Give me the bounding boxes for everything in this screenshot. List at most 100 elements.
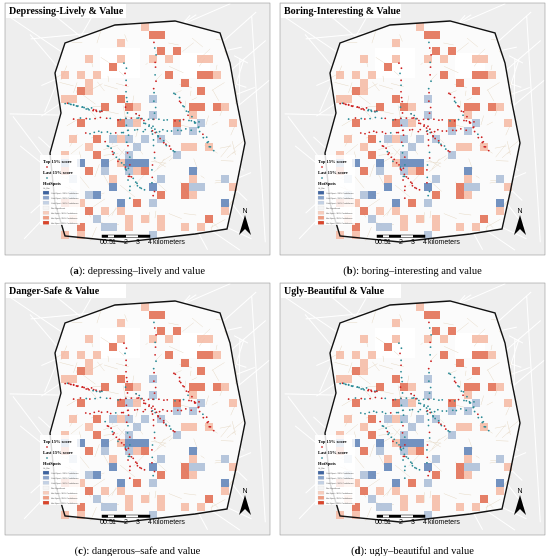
street <box>428 439 441 448</box>
street <box>346 321 358 323</box>
street <box>353 175 365 189</box>
street <box>382 75 385 82</box>
scale-seg <box>389 515 401 518</box>
hotspot-cell <box>416 447 424 455</box>
road-score <box>459 408 462 410</box>
road-score <box>125 84 127 87</box>
street <box>184 380 186 391</box>
road-score <box>136 182 138 185</box>
hotspot-cell <box>101 487 109 495</box>
road-score <box>150 407 153 409</box>
hotspot-cell <box>464 471 472 479</box>
road-score <box>125 90 127 93</box>
road <box>233 55 249 64</box>
street <box>437 155 447 162</box>
hotspot-cell <box>464 455 472 463</box>
road-score <box>142 410 145 413</box>
road-score <box>127 129 130 132</box>
hotspot-cell <box>360 207 368 215</box>
road-score <box>428 431 431 434</box>
road-score <box>402 179 404 181</box>
road-score <box>128 164 131 166</box>
road <box>526 15 541 243</box>
hotspot-cell <box>496 199 504 207</box>
hotspot-cell <box>424 335 432 343</box>
road-score <box>127 459 129 461</box>
road-score <box>144 402 147 405</box>
legend-field: Gi_Bin <box>43 468 50 470</box>
road-score <box>453 399 456 402</box>
hotspot-cell <box>416 303 424 311</box>
road-score <box>403 455 406 458</box>
hotspot-cell <box>464 183 472 191</box>
hotspot-cell <box>125 399 133 407</box>
road-score <box>384 117 387 120</box>
road-score <box>193 122 196 124</box>
hotspot-cell <box>416 135 424 143</box>
hotspot-cell <box>149 231 157 239</box>
hotspot-cell <box>400 151 408 159</box>
hotspot-cell <box>221 207 229 215</box>
street <box>399 314 403 322</box>
road-score <box>460 110 463 112</box>
road-score <box>130 175 133 178</box>
road-score <box>92 389 94 392</box>
hotspot-cell <box>149 111 157 119</box>
hotspot-cell <box>149 199 157 207</box>
scale-seg <box>413 235 425 238</box>
hotspot-cell <box>368 151 376 159</box>
road-score <box>427 139 430 141</box>
hotspot-cell <box>456 423 464 431</box>
hotspot-cell <box>157 311 165 319</box>
road-score <box>205 136 208 139</box>
road-score <box>109 412 112 415</box>
road-score <box>453 100 456 103</box>
road-score <box>402 175 405 178</box>
hotspot-cell <box>189 167 197 175</box>
street <box>182 322 194 332</box>
scale-label: 1 <box>387 519 391 526</box>
hotspot-cell <box>157 223 165 231</box>
hotspot-cell <box>344 95 352 103</box>
street <box>407 95 410 104</box>
hotspot-cell <box>424 199 432 207</box>
road-score <box>441 398 444 401</box>
street <box>107 75 110 82</box>
road-score <box>198 130 201 133</box>
hotspot-cell <box>149 311 157 319</box>
road-score <box>128 436 131 439</box>
street <box>426 161 442 164</box>
street <box>107 355 110 362</box>
road-score <box>411 182 413 185</box>
hotspot-cell <box>368 135 376 143</box>
legend-class: Not Significant <box>326 487 340 490</box>
road-score <box>174 373 177 376</box>
hotspot-cell <box>488 351 496 359</box>
road-score <box>170 130 173 132</box>
hotspot-cell <box>472 383 480 391</box>
road-score <box>429 346 432 349</box>
legend-class: Hot Spot - 90% Confidence <box>51 492 78 495</box>
road-score <box>437 119 440 121</box>
hotspot-cell <box>472 351 480 359</box>
street <box>210 224 213 231</box>
road-score <box>433 398 435 401</box>
street <box>211 401 218 406</box>
hotspot-cell <box>141 23 149 31</box>
road-score <box>403 436 406 439</box>
hotspot-cell <box>173 151 181 159</box>
hotspot-cell <box>205 495 213 503</box>
hotspot-cell <box>181 79 189 87</box>
street <box>465 90 467 96</box>
street <box>191 317 204 328</box>
road-score <box>427 424 430 427</box>
hotspot-cell <box>392 95 400 103</box>
street <box>428 442 441 453</box>
road-score <box>135 392 137 395</box>
street <box>155 73 163 81</box>
road <box>233 335 249 344</box>
caption-open: ( <box>351 546 355 556</box>
road-score <box>191 115 193 118</box>
road <box>458 14 466 24</box>
road-score <box>370 389 372 392</box>
